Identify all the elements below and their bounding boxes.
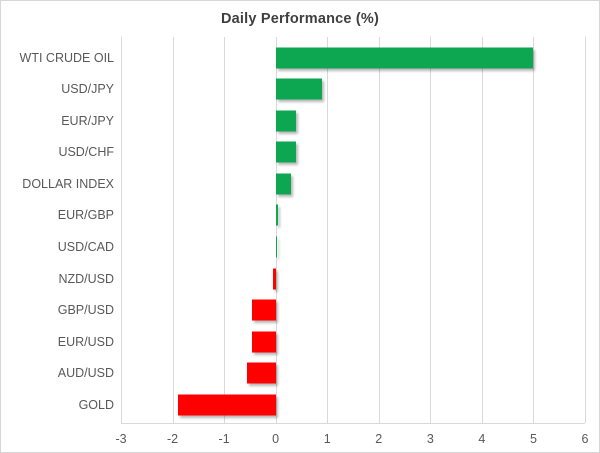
x-tick-label: 6 — [581, 432, 589, 446]
bar-usd-chf — [275, 141, 297, 163]
x-axis-line — [121, 423, 585, 424]
bar-usd-cad — [275, 236, 277, 258]
bar-dollar-index — [275, 173, 292, 195]
gridline-x-3 — [430, 37, 432, 423]
gridline-x-0 — [275, 37, 277, 423]
bar-aud-usd — [247, 362, 276, 384]
gridline-x-4 — [481, 37, 483, 423]
gridline-x-2 — [378, 37, 380, 423]
bar-gold — [177, 394, 276, 416]
category-label-usd-jpy: USD/JPY — [61, 82, 114, 97]
category-label-eur-usd: EUR/USD — [57, 334, 114, 349]
x-tick-label: 4 — [478, 432, 486, 446]
category-label-dollar-index: DOLLAR INDEX — [22, 176, 114, 191]
category-label-nzd-usd: NZD/USD — [58, 271, 114, 286]
chart-title: Daily Performance (%) — [220, 11, 380, 27]
x-tick-label: 0 — [272, 432, 280, 446]
category-label-gbp-usd: GBP/USD — [57, 303, 114, 318]
bar-eur-gbp — [275, 204, 279, 226]
bar-eur-usd — [252, 331, 276, 353]
x-tick-label: 1 — [323, 432, 331, 446]
x-tick-label: -1 — [218, 432, 230, 446]
x-tick-label: 3 — [426, 432, 434, 446]
category-label-wti-crude-oil: WTI CRUDE OIL — [19, 50, 114, 65]
x-tick-label: -2 — [166, 432, 179, 446]
gridline-x-5 — [533, 37, 535, 423]
gridline-x-1 — [327, 37, 329, 423]
bar-nzd-usd — [273, 268, 276, 290]
bar-eur-jpy — [275, 110, 297, 132]
gridline-x-6 — [585, 37, 586, 423]
bar-wti-crude-oil — [275, 47, 534, 69]
x-tick-label: 5 — [529, 432, 537, 446]
category-label-eur-gbp: EUR/GBP — [57, 208, 114, 223]
bar-usd-jpy — [275, 78, 323, 100]
gridline-x--2 — [172, 37, 174, 423]
x-tick-label: -3 — [115, 432, 127, 446]
category-label-aud-usd: AUD/USD — [57, 366, 114, 381]
category-label-usd-chf: USD/CHF — [58, 145, 114, 160]
gridline-x--1 — [224, 37, 226, 423]
x-tick-label: 2 — [375, 432, 383, 446]
bar-gbp-usd — [252, 299, 276, 321]
gridline-x--3 — [121, 37, 122, 423]
category-label-gold: GOLD — [78, 397, 114, 412]
category-label-usd-cad: USD/CAD — [57, 240, 114, 255]
category-label-eur-jpy: EUR/JPY — [61, 113, 114, 128]
